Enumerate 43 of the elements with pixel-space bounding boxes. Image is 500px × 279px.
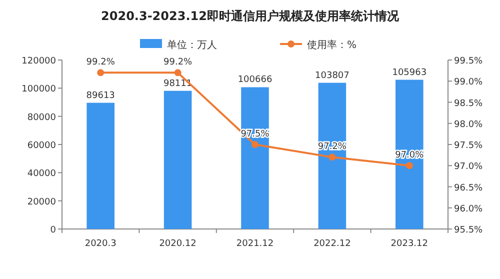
y2-tick-label: 97.0% (454, 162, 484, 172)
x-tick-label: 2021.12 (236, 239, 274, 249)
legend-label: 使用率：% (307, 39, 357, 51)
legend-label: 单位：万人 (167, 39, 217, 51)
y-tick-label: 80000 (27, 112, 56, 123)
bar (241, 87, 269, 229)
data-label: 97.2% (318, 142, 347, 152)
point (328, 154, 336, 161)
y2-tick-label: 96.5% (454, 183, 484, 194)
y2-tick-label: 98.5% (454, 98, 484, 109)
data-label: 99.2% (164, 58, 193, 68)
data-label: 99.2% (86, 58, 116, 68)
y2-tick-label: 99.5% (454, 56, 484, 66)
y-tick-label: 120000 (22, 56, 56, 66)
chart-title: 2020.3-2023.12即时通信用户规模及使用率统计情况 (101, 9, 400, 23)
point (406, 162, 413, 170)
x-tick-label: 2020.3 (84, 239, 116, 249)
data-label: 98111 (163, 78, 192, 89)
point (174, 69, 182, 76)
bar (164, 90, 192, 229)
y-tick-label: 60000 (27, 141, 56, 151)
bar (318, 82, 346, 229)
y2-tick-label: 99.0% (454, 78, 484, 88)
x-tick-label: 2022.12 (314, 239, 351, 249)
data-label: 100666 (238, 75, 272, 86)
point (97, 69, 104, 76)
point (252, 141, 258, 148)
bar (396, 80, 424, 229)
y2-tick-label: 95.5% (454, 226, 484, 236)
y2-tick-label: 98.0% (454, 120, 484, 130)
data-label: 105963 (392, 68, 427, 78)
bar (86, 102, 114, 229)
y-tick-label: 0 (50, 226, 56, 236)
y-tick-label: 20000 (27, 197, 56, 208)
y-tick-label: 100000 (22, 84, 56, 95)
y2-tick-label: 97.5% (454, 141, 484, 151)
y2-tick-label: 96.0% (454, 204, 484, 214)
x-tick-label: 2020.12 (159, 239, 196, 249)
x-tick-label: 2023.12 (390, 239, 428, 249)
data-label: 97.0% (395, 150, 424, 161)
y-tick-label: 40000 (27, 169, 56, 180)
data-label: 103807 (315, 70, 350, 81)
data-label: 89613 (86, 90, 115, 101)
